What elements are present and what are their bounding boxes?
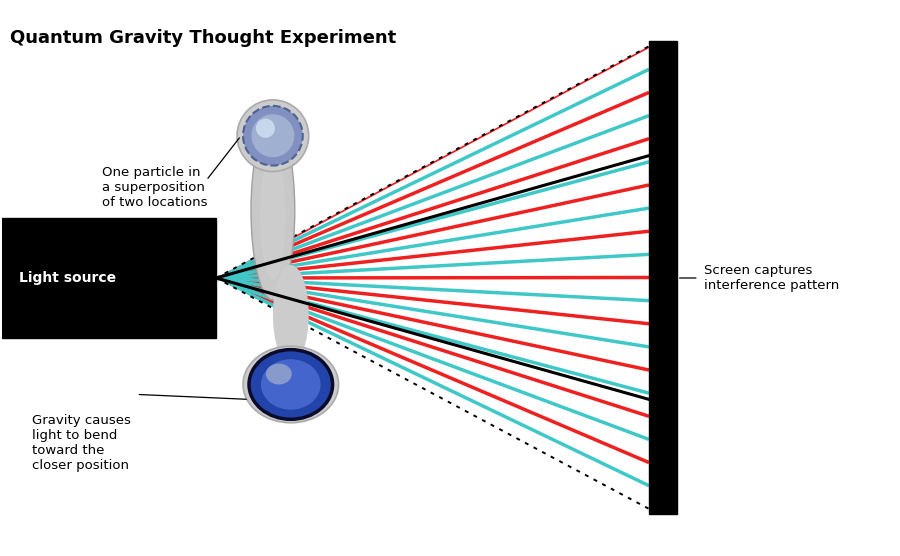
Text: One particle in
a superposition
of two locations: One particle in a superposition of two l… [102, 166, 207, 208]
Ellipse shape [243, 346, 338, 423]
Circle shape [251, 114, 294, 157]
Ellipse shape [273, 265, 309, 365]
Circle shape [243, 106, 302, 166]
Ellipse shape [266, 364, 292, 384]
Ellipse shape [237, 100, 309, 172]
Ellipse shape [251, 121, 295, 300]
Ellipse shape [260, 151, 285, 280]
Text: Quantum Gravity Thought Experiment: Quantum Gravity Thought Experiment [10, 29, 397, 47]
Bar [2, 219, 216, 337]
Ellipse shape [261, 359, 320, 410]
Text: Gravity causes
light to bend
toward the
closer position: Gravity causes light to bend toward the … [32, 414, 131, 472]
Text: Screen captures
interference pattern: Screen captures interference pattern [704, 264, 839, 292]
Text: Light source: Light source [20, 271, 116, 285]
Circle shape [256, 118, 275, 138]
Ellipse shape [249, 350, 333, 419]
Bar [649, 41, 677, 514]
